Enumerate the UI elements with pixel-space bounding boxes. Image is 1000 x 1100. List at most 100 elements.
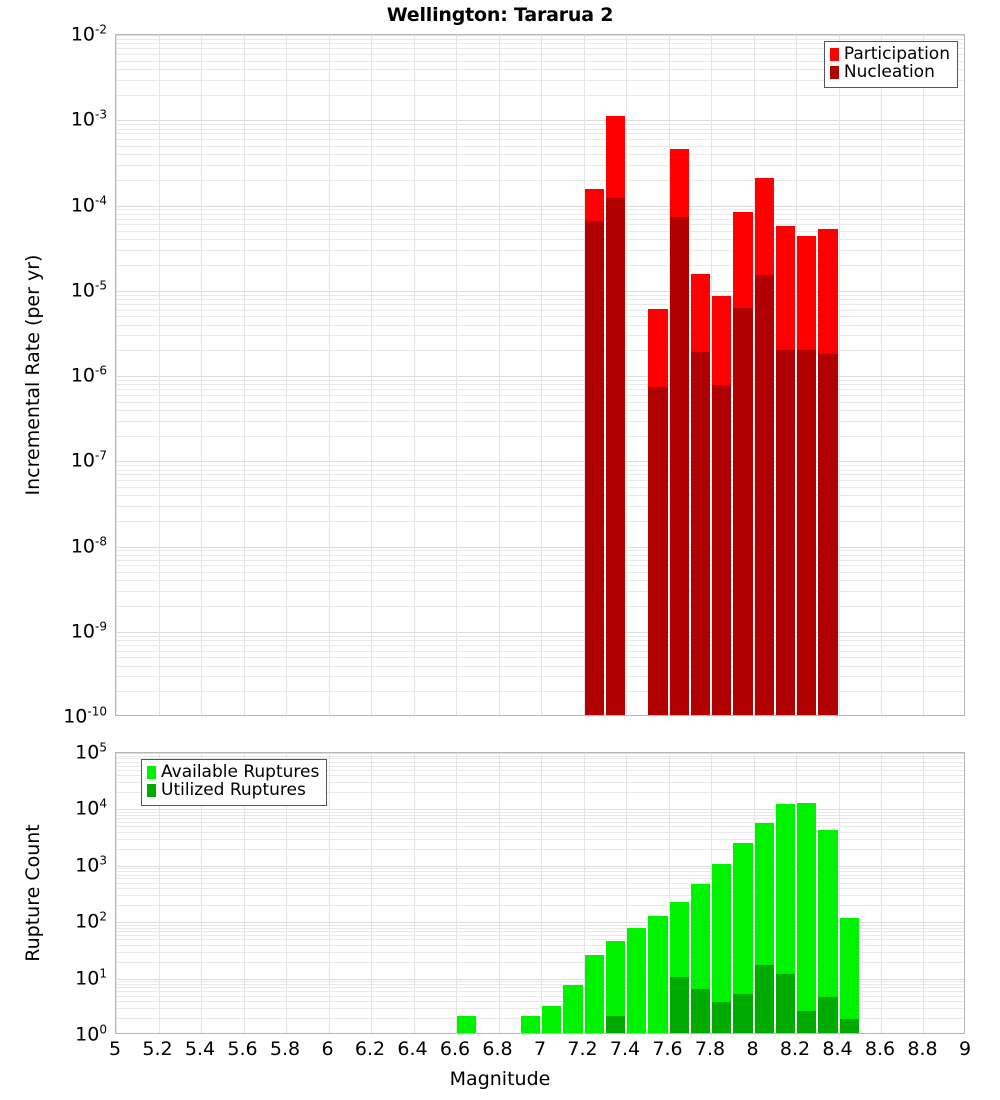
gridline-minor xyxy=(116,495,964,497)
legend-item-utilized: Utilized Ruptures xyxy=(147,781,319,800)
x-tick-label: 6.4 xyxy=(397,1038,428,1060)
gridline-vertical xyxy=(414,753,415,1033)
bar-rupture-count-lower-segment xyxy=(690,989,710,1033)
gridline-minor xyxy=(116,250,964,252)
bar-rupture-count xyxy=(712,863,732,1033)
gridline-minor xyxy=(116,878,964,880)
bar-incremental-rate xyxy=(690,273,710,715)
gridline-minor xyxy=(116,758,964,760)
bar-incremental-rate xyxy=(754,177,774,715)
bar-rupture-count-lower-segment xyxy=(605,1016,625,1033)
gridline-minor xyxy=(116,868,964,870)
gridline-vertical xyxy=(881,35,882,715)
gridline-minor xyxy=(116,782,964,784)
gridline-minor xyxy=(116,350,964,352)
bar-incremental-rate-lower-segment xyxy=(669,216,689,715)
x-tick-label: 7 xyxy=(533,1038,547,1060)
gridline-minor xyxy=(116,559,964,561)
gridline-minor xyxy=(116,691,964,693)
gridline-minor xyxy=(116,838,964,840)
gridline-major xyxy=(116,865,964,867)
legend-incremental-rate: Participation Nucleation xyxy=(823,41,958,88)
bar-rupture-count xyxy=(669,902,689,1033)
gridline-vertical xyxy=(456,35,457,715)
y-tick-label: 105 xyxy=(75,740,107,764)
gridline-minor xyxy=(116,299,964,300)
x-tick-label: 7.8 xyxy=(694,1038,726,1060)
gridline-minor xyxy=(116,53,964,55)
gridline-major xyxy=(116,205,964,207)
gridline-minor xyxy=(116,316,964,318)
bar-rupture-count xyxy=(754,822,774,1033)
gridline-vertical xyxy=(839,753,840,1033)
gridline-minor xyxy=(116,94,964,96)
legend-item-nucleation: Nucleation xyxy=(829,63,950,82)
rupture-count-plot: Available Ruptures Utilized Ruptures xyxy=(115,752,965,1034)
page-title: Wellington: Tararua 2 xyxy=(386,4,614,26)
legend-swatch-utilized xyxy=(147,784,156,798)
gridline-minor xyxy=(116,154,964,156)
gridline-vertical xyxy=(159,35,160,715)
bar-rupture-count-lower-segment xyxy=(733,993,753,1033)
gridline-minor xyxy=(116,924,964,926)
gridline-minor xyxy=(116,755,964,757)
gridline-minor xyxy=(116,335,964,337)
gridline-vertical xyxy=(201,753,202,1033)
gridline-major xyxy=(116,978,964,980)
gridline-minor xyxy=(116,139,964,141)
gridline-minor xyxy=(116,951,964,953)
gridline-minor xyxy=(116,657,964,659)
y-tick-label: 10-9 xyxy=(70,619,107,643)
gridline-vertical xyxy=(711,753,712,1033)
gridline-vertical xyxy=(456,753,457,1033)
gridline-minor xyxy=(116,871,964,873)
gridline-vertical xyxy=(201,35,202,715)
bar-rupture-count xyxy=(733,843,753,1033)
x-tick-label: 8.6 xyxy=(864,1038,896,1060)
gridline-minor xyxy=(116,761,964,763)
gridline-minor xyxy=(116,179,964,181)
bar-rupture-count xyxy=(690,884,710,1033)
gridline-minor xyxy=(116,934,964,936)
x-tick-label: 6.2 xyxy=(354,1038,386,1060)
gridline-minor xyxy=(116,606,964,608)
gridline-minor xyxy=(116,874,964,876)
bar-incremental-rate xyxy=(605,116,625,715)
gridline-minor xyxy=(116,239,964,241)
gridline-minor xyxy=(116,164,964,166)
y-axis-title-top: Incremental Rate (per yr) xyxy=(22,254,44,496)
gridline-minor xyxy=(116,1008,964,1010)
gridline-vertical xyxy=(116,753,117,1033)
gridline-vertical xyxy=(414,35,415,715)
gridline-minor xyxy=(116,644,964,646)
gridline-minor xyxy=(116,505,964,507)
gridline-vertical xyxy=(159,753,160,1033)
x-tick-label: 9 xyxy=(958,1038,972,1060)
x-tick-label: 6.8 xyxy=(482,1038,513,1060)
gridline-minor xyxy=(116,826,964,828)
gridline-minor xyxy=(116,981,964,983)
gridline-minor xyxy=(116,792,964,794)
gridline-minor xyxy=(116,665,964,667)
gridline-vertical xyxy=(371,35,372,715)
gridline-vertical xyxy=(796,35,797,715)
gridline-minor xyxy=(116,409,964,411)
gridline-vertical xyxy=(923,35,924,715)
gridline-vertical xyxy=(711,35,712,715)
gridline-minor xyxy=(116,465,964,467)
x-tick-label: 5 xyxy=(108,1038,122,1060)
bar-rupture-count xyxy=(797,803,817,1033)
gridline-minor xyxy=(116,224,964,226)
x-tick-label: 5.4 xyxy=(184,1038,216,1060)
gridline-vertical xyxy=(286,35,287,715)
gridline-minor xyxy=(116,435,964,437)
gridline-vertical xyxy=(541,35,542,715)
gridline-minor xyxy=(116,1018,964,1020)
grid-lines-bottom xyxy=(116,753,964,1033)
gridline-major xyxy=(116,546,964,548)
bar-incremental-rate-lower-segment xyxy=(712,384,732,715)
bar-rupture-count xyxy=(520,1016,540,1033)
bar-rupture-count xyxy=(775,803,795,1033)
gridline-vertical xyxy=(923,753,924,1033)
